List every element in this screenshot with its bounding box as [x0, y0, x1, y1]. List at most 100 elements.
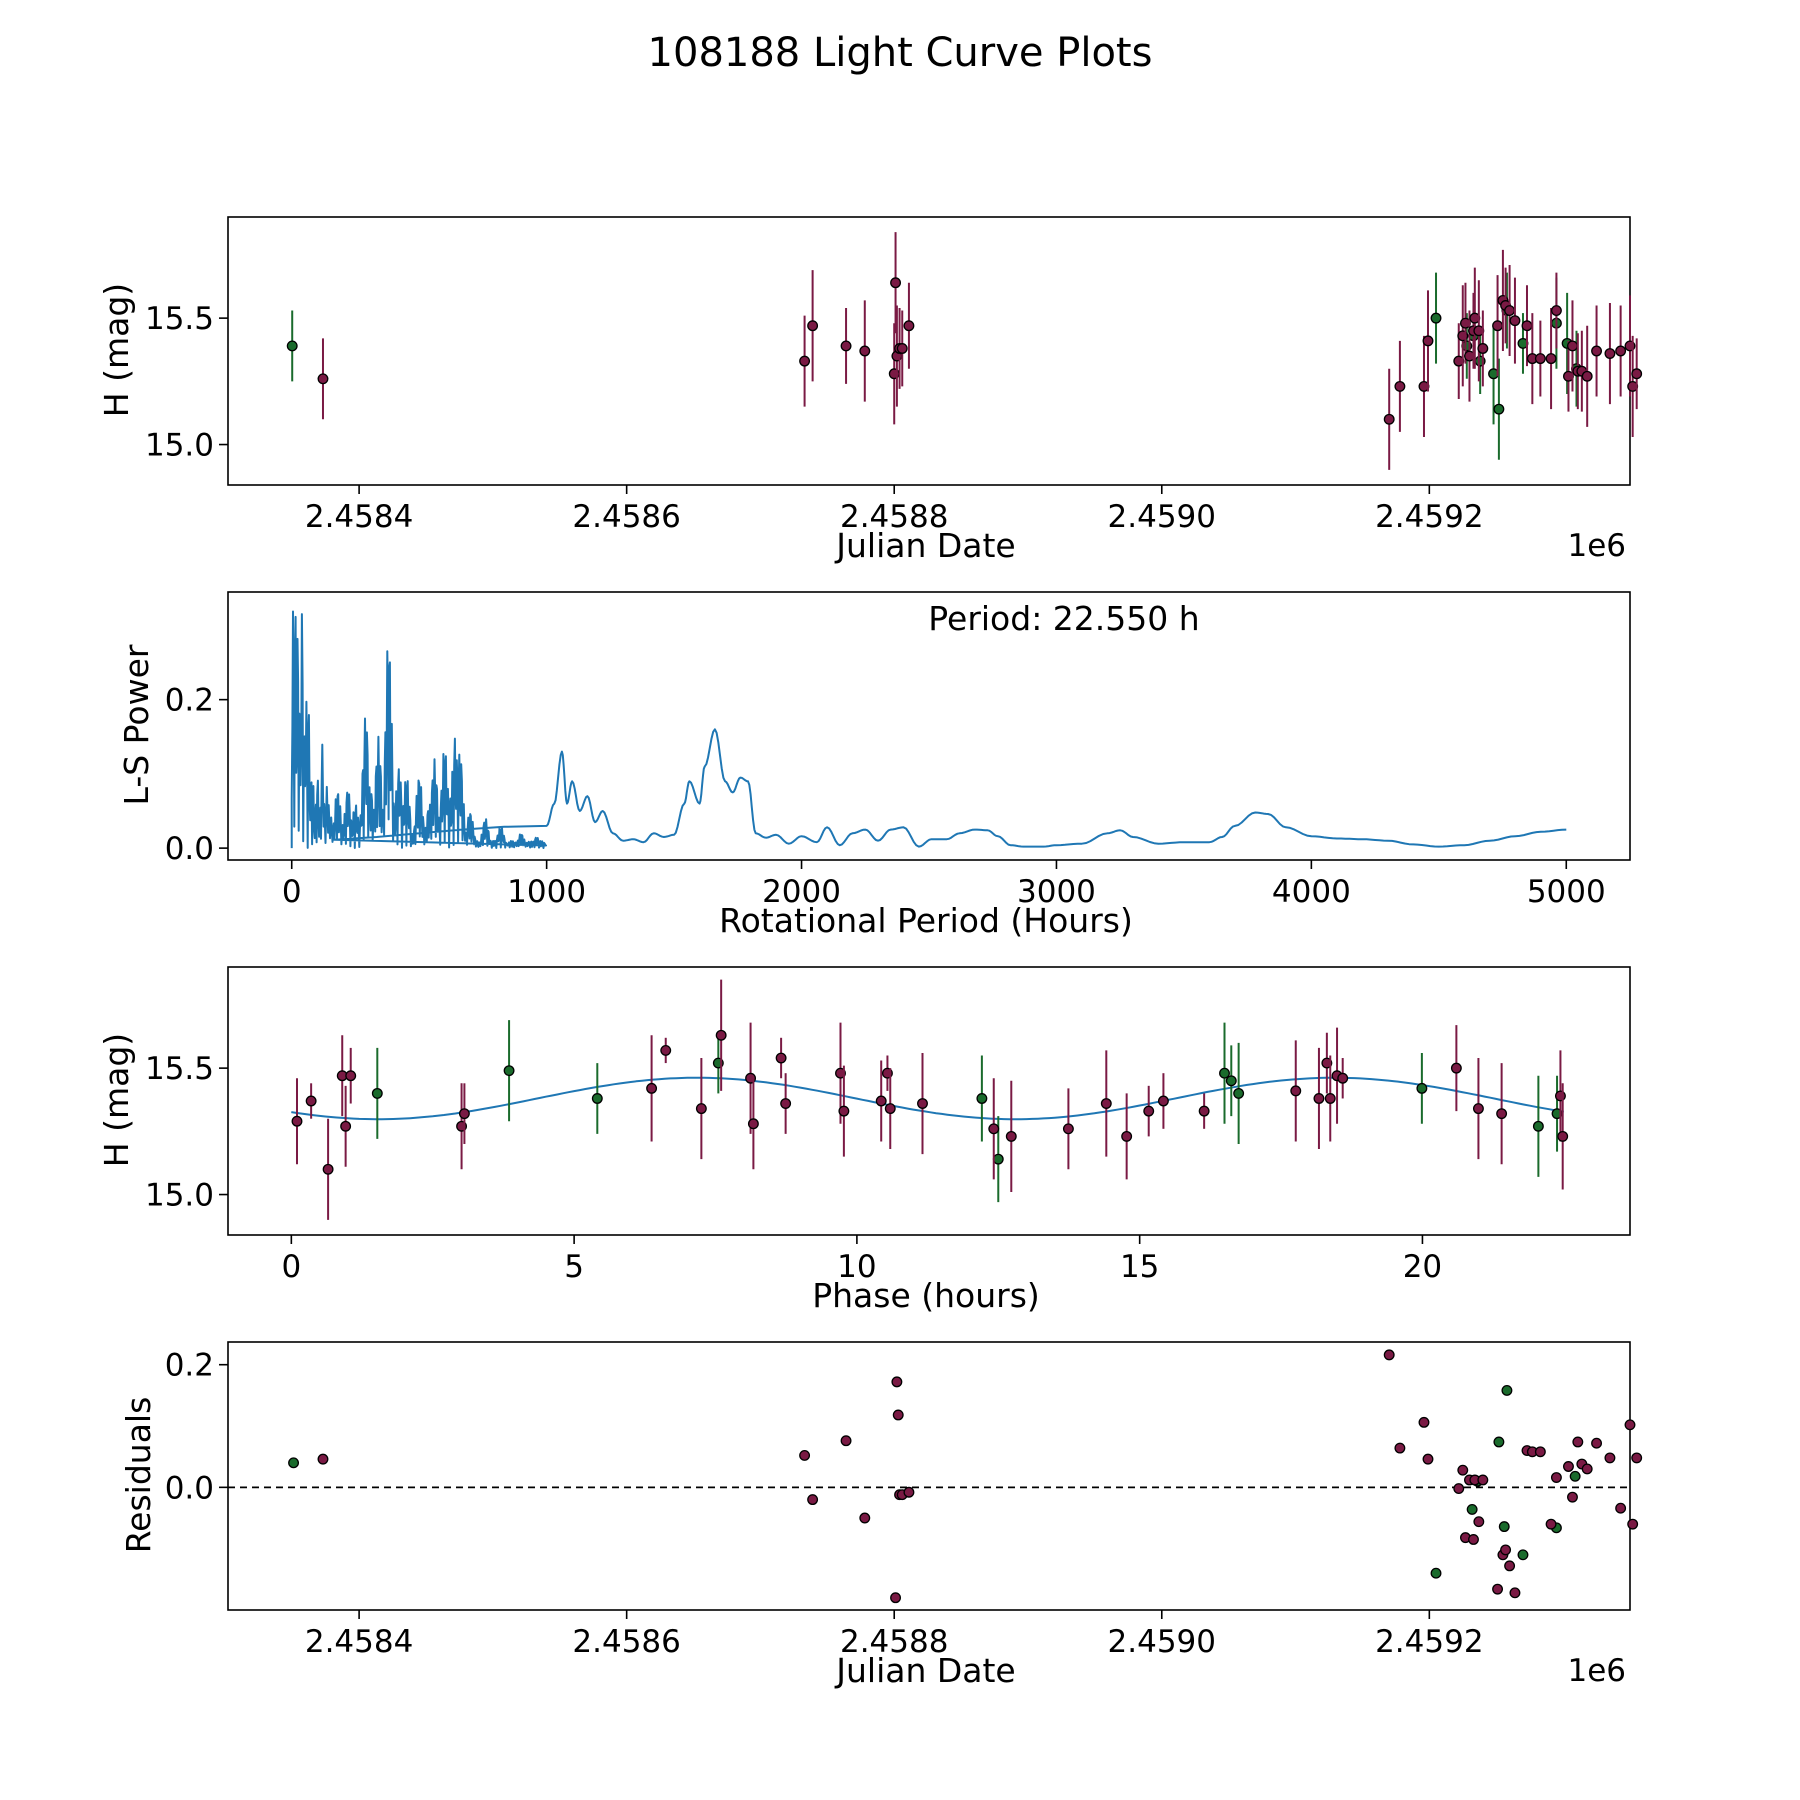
lightcurve-point-r: [890, 277, 902, 289]
lightcurve-point-g: [1493, 403, 1505, 415]
lightcurve-point-g: [1430, 312, 1442, 324]
phase-xlabel: Phase (hours): [812, 1276, 1040, 1315]
phase-ytick-label: 15.5: [145, 1051, 214, 1087]
lightcurve-ytick-label: 15.0: [145, 428, 214, 464]
lightcurve-point-r: [1567, 340, 1578, 352]
lightcurve-point-r: [799, 355, 811, 367]
residuals-point-r: [1492, 1583, 1504, 1595]
phase-point-r: [1337, 1072, 1349, 1084]
phase-point-g: [1219, 1067, 1230, 1079]
phase-point-r: [345, 1070, 357, 1082]
residuals-ytick-label: 0.2: [165, 1348, 214, 1384]
residuals-ytick-label: 0.0: [165, 1470, 214, 1506]
phase-point-r: [1198, 1105, 1210, 1117]
phase-point-g: [371, 1087, 383, 1099]
phase-point-r: [917, 1098, 928, 1109]
residuals-point-g: [1501, 1384, 1513, 1396]
residuals-point-r: [1394, 1442, 1406, 1454]
residuals-point-g: [1517, 1549, 1529, 1561]
phase-model-curve: [291, 1076, 1564, 1121]
phase-point-r: [775, 1052, 787, 1064]
figure-title: 108188 Light Curve Plots: [648, 30, 1153, 76]
phase-ylabel: H (mag): [97, 1033, 136, 1167]
lightcurve-point-r: [1550, 305, 1562, 316]
lightcurve-point-r: [317, 373, 329, 385]
residuals-xtick-label: 2.4592: [1375, 1624, 1483, 1660]
phase-point-r: [305, 1095, 317, 1107]
residuals-point-r: [1631, 1452, 1643, 1464]
phase-point-g: [591, 1093, 603, 1104]
residuals-xtick-label: 2.4586: [572, 1624, 680, 1660]
periodogram-panel: Rotational Period (Hours) L-S Power Peri…: [117, 591, 1631, 940]
phase-point-r: [1100, 1098, 1112, 1109]
phase-point-r: [695, 1103, 707, 1115]
phase-point-r: [715, 1029, 727, 1041]
periodogram-xtick-label: 2000: [762, 874, 841, 910]
phase-xtick-label: 20: [1403, 1249, 1442, 1285]
lightcurve-ylabel: H (mag): [97, 283, 136, 417]
phase-point-r: [1496, 1108, 1508, 1120]
phase-point-r: [646, 1082, 658, 1094]
phase-point-g: [1416, 1082, 1428, 1094]
phase-point-r: [884, 1103, 896, 1115]
lightcurve-point-r: [1545, 353, 1557, 365]
residuals-point-r: [1473, 1516, 1485, 1528]
periodogram-frame: [227, 591, 1631, 861]
residuals-point-r: [890, 1592, 902, 1604]
residuals-point-r: [807, 1494, 819, 1506]
residuals-point-r: [1624, 1419, 1636, 1431]
phase-point-r: [1450, 1062, 1462, 1074]
phase-point-r: [322, 1163, 334, 1175]
residuals-point-r: [1604, 1452, 1616, 1464]
lightcurve-point-r: [1591, 345, 1603, 357]
lightcurve-xtick-label: 2.4592: [1375, 499, 1483, 535]
residuals-point-g: [1466, 1503, 1478, 1515]
residuals-point-r: [1509, 1587, 1521, 1599]
residuals-point-r: [1477, 1474, 1489, 1486]
residuals-point-r: [1545, 1518, 1557, 1530]
phase-point-r: [1062, 1123, 1074, 1135]
periodogram-xtick-label: 5000: [1527, 874, 1606, 910]
residuals-point-r: [799, 1450, 811, 1461]
lightcurve-point-r: [1383, 413, 1395, 425]
lightcurve-point-r: [840, 340, 852, 352]
residuals-point-r: [1383, 1349, 1395, 1361]
phase-point-g: [1233, 1087, 1245, 1099]
lightcurve-xtick-label: 2.4584: [305, 499, 413, 535]
phase-point-r: [780, 1098, 792, 1109]
lightcurve-xlabel: Julian Date: [834, 526, 1016, 565]
phase-xtick-label: 0: [281, 1249, 301, 1285]
residuals-point-r: [1581, 1463, 1593, 1475]
residuals-point-r: [1567, 1491, 1578, 1503]
lightcurve-point-r: [1521, 320, 1533, 332]
lightcurve-point-r: [859, 345, 871, 357]
periodogram-line: [290, 610, 1567, 849]
lightcurve-xtick-label: 2.4590: [1108, 499, 1216, 535]
residuals-frame: [227, 1341, 1631, 1611]
phase-ytick-label: 15.0: [145, 1178, 214, 1214]
phase-point-r: [458, 1108, 470, 1120]
phase-xtick-label: 10: [837, 1249, 876, 1285]
lightcurve-point-r: [1534, 353, 1546, 365]
phase-xtick-label: 15: [1120, 1249, 1159, 1285]
phase-point-g: [1532, 1120, 1544, 1132]
phase-point-r: [1313, 1093, 1325, 1104]
phase-point-g: [976, 1093, 988, 1104]
phase-point-r: [660, 1044, 672, 1056]
residuals-point-r: [1457, 1464, 1469, 1476]
lightcurve-offset-text: 1e6: [1567, 528, 1626, 564]
residuals-point-r: [1615, 1502, 1627, 1514]
lightcurve-ytick-label: 15.5: [145, 301, 214, 337]
lightcurve-point-r: [1422, 335, 1434, 347]
residuals-point-r: [1534, 1446, 1546, 1458]
residuals-point-r: [1468, 1534, 1479, 1545]
periodogram-xlabel: Rotational Period (Hours): [719, 901, 1133, 940]
residuals-point-r: [1627, 1518, 1639, 1530]
lightcurve-panel: Julian Date H (mag) 1e6 2.4584 2.4586 2.45…: [97, 216, 1643, 565]
periodogram-xtick-label: 1000: [507, 874, 586, 910]
residuals-point-r: [1572, 1436, 1584, 1448]
lightcurve-point-r: [1631, 368, 1643, 380]
residuals-point-g: [288, 1457, 300, 1469]
lightcurve-point-r: [1581, 370, 1593, 382]
residuals-point-r: [1453, 1483, 1465, 1495]
